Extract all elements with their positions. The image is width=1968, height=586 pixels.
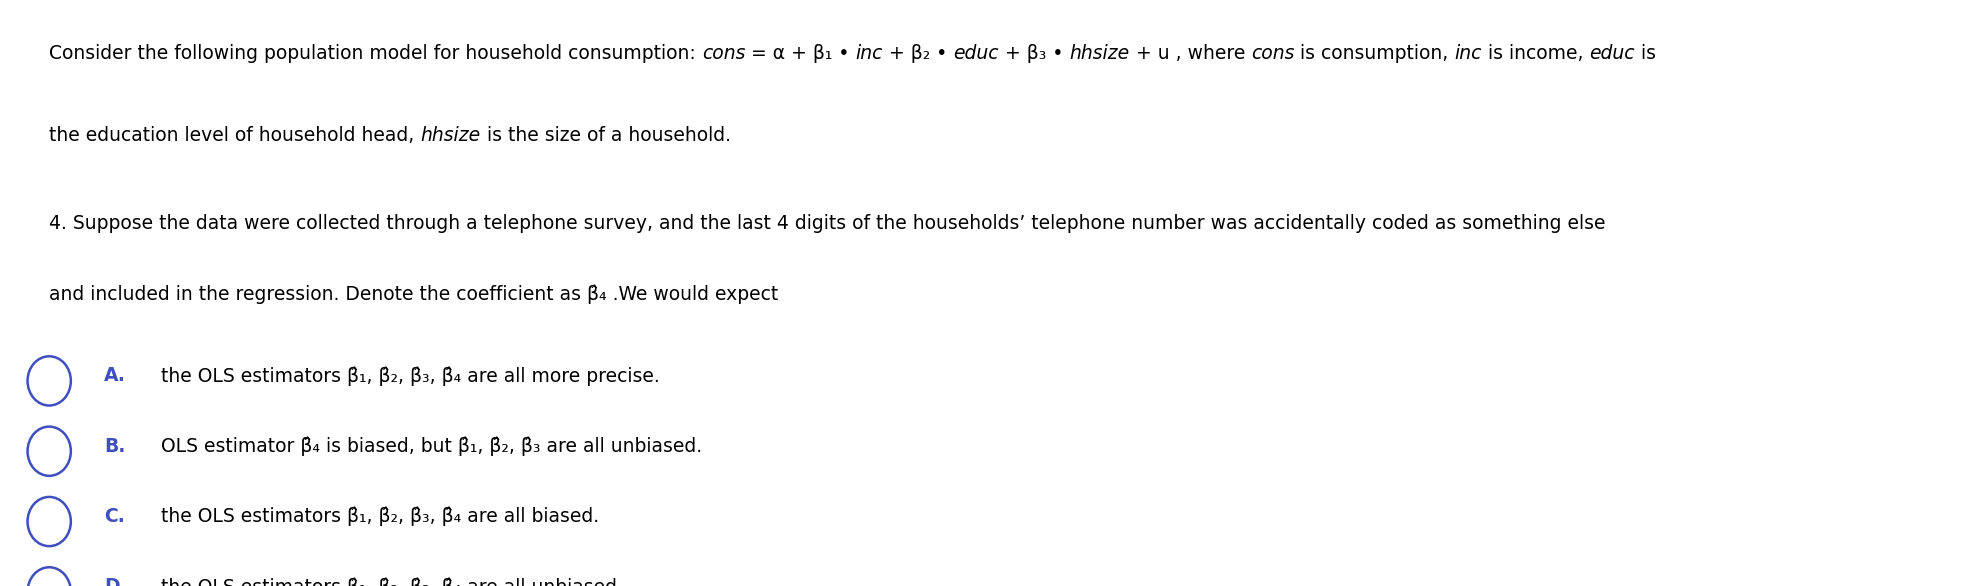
Text: cons: cons xyxy=(703,44,746,63)
Text: the education level of household head,: the education level of household head, xyxy=(49,126,421,145)
Text: + β₃ •: + β₃ • xyxy=(1000,44,1069,63)
Text: D.: D. xyxy=(104,577,126,586)
Text: Consider the following population model for household consumption:: Consider the following population model … xyxy=(49,44,703,63)
Text: B.: B. xyxy=(104,437,126,455)
Text: 4. Suppose the data were collected through a telephone survey, and the last 4 di: 4. Suppose the data were collected throu… xyxy=(49,214,1606,233)
Text: the OLS estimators β̂₁, β̂₂, β̂₃, β̂₄ are all biased.: the OLS estimators β̂₁, β̂₂, β̂₃, β̂₄ ar… xyxy=(161,507,600,526)
Text: the OLS estimators β̂₁, β̂₂, β̂₃, β̂₄ are all more precise.: the OLS estimators β̂₁, β̂₂, β̂₃, β̂₄ ar… xyxy=(161,366,659,386)
Text: educ: educ xyxy=(1590,44,1635,63)
Text: OLS estimator β̂₄ is biased, but β̂₁, β̂₂, β̂₃ are all unbiased.: OLS estimator β̂₄ is biased, but β̂₁, β̂… xyxy=(161,437,703,456)
Text: C.: C. xyxy=(104,507,126,526)
Text: the OLS estimators β̂₁, β̂₂, β̂₃, β̂₄ are all unbiased.: the OLS estimators β̂₁, β̂₂, β̂₃, β̂₄ ar… xyxy=(161,577,624,586)
Text: is the size of a household.: is the size of a household. xyxy=(480,126,730,145)
Text: + β₂ •: + β₂ • xyxy=(884,44,954,63)
Text: cons: cons xyxy=(1252,44,1295,63)
Text: hhsize: hhsize xyxy=(421,126,480,145)
Text: is income,: is income, xyxy=(1482,44,1590,63)
Text: A.: A. xyxy=(104,366,126,385)
Text: is consumption,: is consumption, xyxy=(1295,44,1454,63)
Text: is: is xyxy=(1635,44,1657,63)
Text: and included in the regression. Denote the coefficient as β̂₄ .We would expect: and included in the regression. Denote t… xyxy=(49,284,779,304)
Text: hhsize: hhsize xyxy=(1069,44,1130,63)
Text: + u , where: + u , where xyxy=(1130,44,1252,63)
Text: inc: inc xyxy=(1454,44,1482,63)
Text: = α + β₁ •: = α + β₁ • xyxy=(746,44,856,63)
Text: inc: inc xyxy=(856,44,884,63)
Text: educ: educ xyxy=(954,44,1000,63)
